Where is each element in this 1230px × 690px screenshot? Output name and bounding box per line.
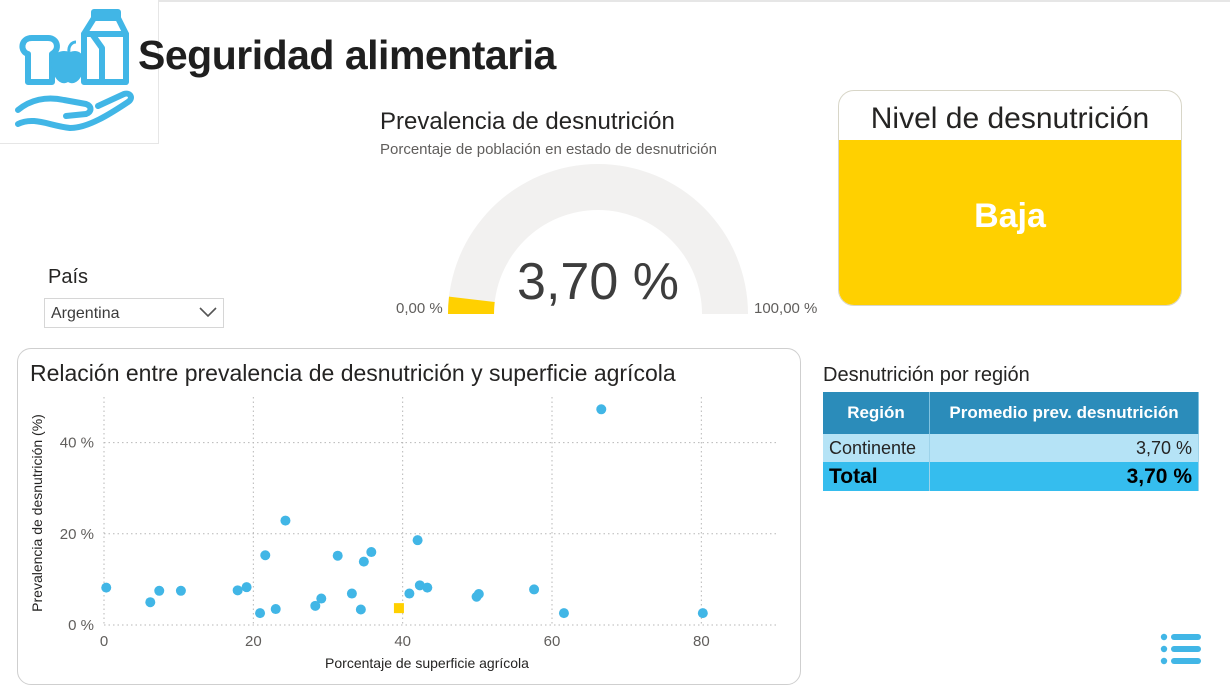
scatter-point[interactable] [232,585,243,596]
x-tick-label: 60 [544,633,561,650]
scatter-point[interactable] [101,582,112,593]
country-slicer-value: Argentina [51,305,120,322]
scatter-point[interactable] [697,608,708,619]
scatter-point[interactable] [366,547,377,558]
y-tick-label: 0 % [68,617,94,634]
country-slicer-dropdown[interactable]: Argentina [44,298,224,328]
cell-region: Continente [823,434,930,462]
y-tick-label: 40 % [60,435,94,452]
page-title: Seguridad alimentaria [138,32,556,78]
scatter-point[interactable] [355,604,366,615]
gauge-max-label: 100,00 % [754,300,818,317]
x-tick-label: 80 [693,633,710,650]
gauge-title: Prevalencia de desnutrición [380,108,675,135]
column-header-region[interactable]: Región [823,392,930,434]
scatter-point[interactable] [154,585,165,596]
country-slicer-label: País [48,266,89,288]
nivel-desnutricion-card: Nivel de desnutrición Baja [838,90,1182,306]
selected-country-point[interactable] [393,603,404,614]
scatter-point[interactable] [241,582,252,593]
scatter-point[interactable] [404,588,415,599]
gauge-subtitle: Porcentaje de población en estado de des… [380,141,717,158]
scatter-title: Relación entre prevalencia de desnutrici… [30,360,676,386]
scatter-point[interactable] [596,404,607,415]
x-tick-label: 40 [394,633,411,650]
y-tick-label: 20 % [60,526,94,543]
scatter-point[interactable] [270,604,281,615]
cell-value: 3,70 % [929,434,1199,462]
scatter-panel [17,348,801,685]
scatter-point[interactable] [310,600,321,611]
x-tick-label: 0 [100,633,108,650]
table-row[interactable]: Continente 3,70 % [823,434,1199,462]
region-table: Región Promedio prev. desnutrición Conti… [823,392,1199,491]
scatter-point[interactable] [332,550,343,561]
total-label: Total [823,462,930,491]
gauge-fill [448,296,495,314]
gauge-min-label: 0,00 % [396,300,443,317]
gauge-track [448,164,748,314]
food-in-hand-icon [15,9,134,131]
gauge-value: 3,70 % [517,253,679,311]
scatter-point[interactable] [175,585,186,596]
gauge-chart[interactable] [440,160,756,320]
scatter-point[interactable] [358,556,369,567]
total-value: 3,70 % [929,462,1199,491]
scatter-point[interactable] [346,588,357,599]
scatter-point[interactable] [422,582,433,593]
x-axis-label: Porcentaje de superficie agrícola [325,655,529,671]
scatter-point[interactable] [280,515,291,526]
list-menu-icon[interactable] [1160,632,1202,666]
region-table-title: Desnutrición por región [823,364,1030,386]
scatter-chart[interactable]: 0 20 40 60 80 0 % 20 % 40 % Porcentaje de super… [0,0,800,690]
logo [0,0,159,144]
top-border [0,0,1230,2]
scatter-point[interactable] [145,597,156,608]
scatter-point[interactable] [412,535,423,546]
scatter-point[interactable] [473,588,484,599]
chevron-down-icon [199,307,217,318]
x-tick-label: 20 [245,633,262,650]
y-axis-label: Prevalencia de desnutrición (%) [29,414,45,612]
scatter-point[interactable] [260,550,271,561]
scatter-point[interactable] [558,608,569,619]
card-title: Nivel de desnutrición [870,102,1150,135]
card-value: Baja [974,197,1046,235]
scatter-point[interactable] [529,584,540,595]
card-body: Baja [839,140,1181,305]
table-total-row: Total 3,70 % [823,462,1199,491]
scatter-point[interactable] [255,608,266,619]
scatter-point[interactable] [316,593,327,604]
column-header-promedio[interactable]: Promedio prev. desnutrición [929,392,1199,434]
